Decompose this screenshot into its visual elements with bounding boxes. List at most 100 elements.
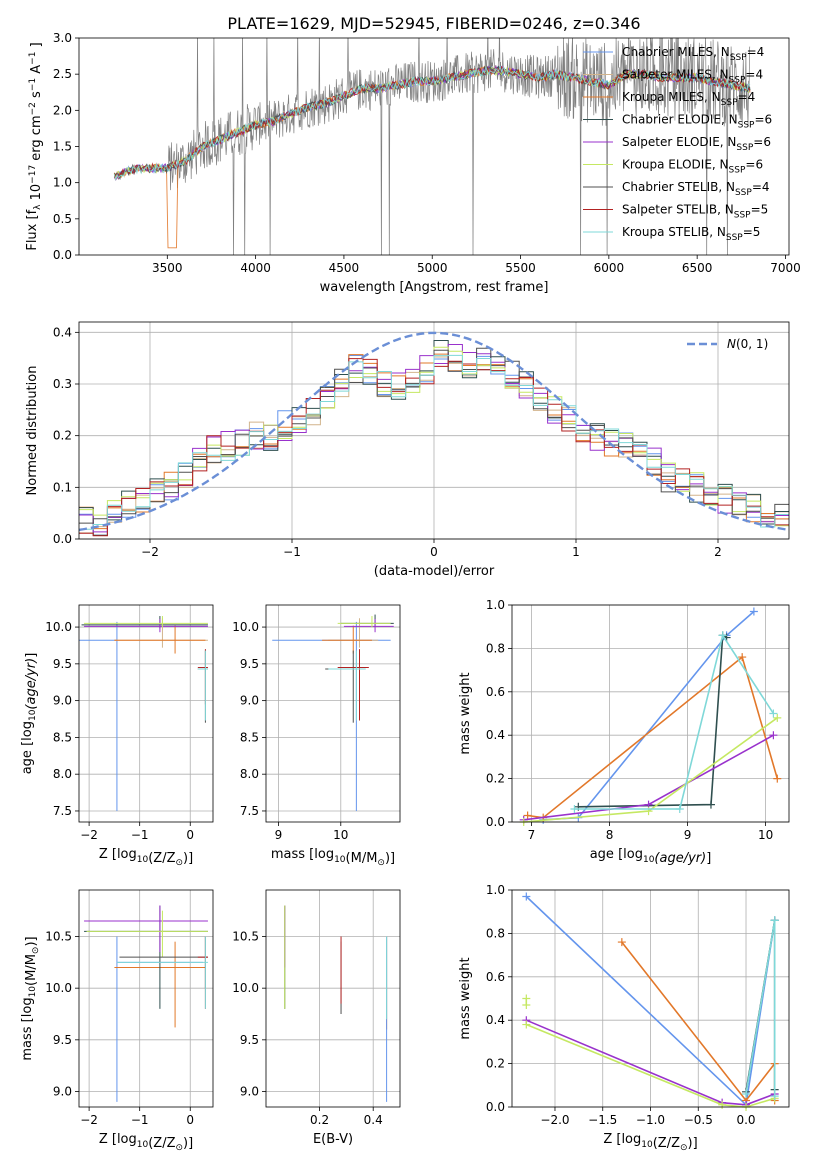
x-axis-label: Z [log10(Z/Z⊙)] [99,1132,193,1153]
legend-label: Kroupa STELIB, NSSP=5 [622,225,760,243]
axes-frame [78,321,790,540]
axes-frame [265,604,401,823]
x-axis-label: (data-model)/error [374,564,495,579]
panel-residual_histogram: −2 −1 0 1 2 0.0 0.1 0.2 0.3 0.4 (data-model)/error… [25,321,790,579]
legend-label: N(0, 1) [727,337,768,351]
axes-frame [78,37,790,256]
mass-weight-marker [522,892,531,901]
x-tick-label: 9 [684,828,692,842]
x-tick-label: 4500 [329,261,360,275]
y-tick-label: 10.0 [232,620,259,634]
panel-mass_weight_vs_Z: −2.0 −1.5 −1.0 −0.5 0.0 0.0 0.2 0.4 0.6 0.8 1.0 Z [… [458,883,790,1153]
y-tick-label: 0.4 [53,325,72,339]
y-tick-label: 9.0 [240,694,259,708]
y-tick-label: 0.6 [486,970,505,984]
y-tick-label: 8.5 [53,730,72,744]
mass-weight-marker [769,709,778,718]
y-tick-label: 0.4 [486,728,505,742]
axes-frame [78,604,214,823]
axes-frame [265,889,401,1108]
mass-weight-marker [770,916,779,925]
x-tick-label: 7 [528,828,536,842]
panel-mass_vs_EBV: 0.2 0.4 9.0 9.5 10.0 10.5 E(B-V) [232,889,401,1147]
y-tick-label: 10.0 [45,620,72,634]
axes-frame [511,889,790,1108]
spectrum-lines [113,38,751,255]
y-axis-label: age [log10(age/yr)] [20,653,39,775]
model-spectrum [113,65,751,180]
x-tick-label: 7000 [770,261,801,275]
panel-age_vs_mass: 9 10 7.5 8.0 8.5 9.0 9.5 10.0 mass [log10(M/M⊙)] [232,604,401,868]
x-tick-label: 10 [333,828,348,842]
y-tick-label: 0.8 [486,926,505,940]
x-tick-label: 3500 [152,261,183,275]
y-tick-label: 9.5 [240,1033,259,1047]
y-tick-label: 0.0 [53,532,72,546]
model-spectrum [113,65,751,181]
y-axis-label: mass weight [458,957,473,1039]
mass-weight-marker [570,804,579,813]
y-tick-label: 0.3 [53,377,72,391]
y-tick-label: 1.5 [53,140,72,154]
x-tick-label: −2 [141,545,159,559]
y-tick-label: 0.2 [53,429,72,443]
x-tick-label: 6000 [594,261,625,275]
x-tick-label: 0.2 [310,1113,329,1127]
mass-weight-marker [773,774,782,783]
y-tick-label: 0.0 [486,1100,505,1114]
x-tick-label: 5500 [505,261,536,275]
mass-weight-line [525,1019,775,1106]
y-tick-label: 10.5 [232,930,259,944]
figure-title: PLATE=1629, MJD=52945, FIBERID=0246, z=0… [227,14,640,33]
y-tick-label: 10.5 [45,930,72,944]
mass-weight-line [578,634,727,808]
axes-frame [78,889,214,1108]
x-tick-label: −1.5 [588,1113,617,1127]
legend-label: Salpeter STELIB, NSSP=5 [622,203,768,221]
y-tick-label: 2.0 [53,103,72,117]
x-tick-label: 0 [186,828,194,842]
mass-weight-marker [522,994,531,1003]
x-tick-label: 5000 [417,261,448,275]
observed-spectrum [114,38,751,255]
y-tick-label: 1.0 [53,176,72,190]
mass-weight-line [527,655,779,819]
y-tick-label: 9.0 [240,1085,259,1099]
x-tick-label: 6500 [682,261,713,275]
y-tick-label: 9.0 [53,694,72,708]
x-axis-label: mass [log10(M/M⊙)] [271,847,395,868]
histogram-step [79,354,789,530]
y-tick-label: 8.5 [240,730,259,744]
y-tick-label: 0.2 [486,772,505,786]
y-axis-label: Normed distribution [25,366,40,496]
panel-mass_vs_Z: −2 −1 0 9.0 9.5 10.0 10.5 Z [log10(Z/Z⊙)] mass [… [20,889,214,1153]
y-tick-label: 2.5 [53,67,72,81]
y-tick-label: 10.0 [45,981,72,995]
mass-weight-marker [523,811,532,820]
mass-weight-marker [769,731,778,740]
y-tick-label: 8.0 [240,767,259,781]
x-tick-label: 9 [275,828,283,842]
axes-frame [511,604,790,823]
y-tick-label: 1.0 [486,883,505,897]
x-tick-label: −1 [283,545,301,559]
y-tick-label: 0.4 [486,1013,505,1027]
panel-spectrum: 3500 4000 4500 5000 5500 6000 6500 7000 0.0 0.5 1.… [25,31,801,295]
mass-weight-marker [773,713,782,722]
legend-label: Kroupa MILES, NSSP=4 [622,90,755,108]
x-axis-label: Z [log10(Z/Z⊙)] [603,1132,697,1153]
x-tick-label: 2 [714,545,722,559]
mass-weight-marker [522,1020,531,1029]
x-tick-label: 0.4 [364,1113,383,1127]
y-tick-label: 0.8 [486,641,505,655]
mass-weight-marker [718,1100,727,1109]
y-tick-label: 0.0 [53,248,72,262]
panel-mass_weight_vs_age: 7 8 9 10 0.0 0.2 0.4 0.6 0.8 1.0 age [log10(age/yr… [458,598,790,866]
x-tick-label: −1 [131,828,149,842]
x-axis-label: Z [log10(Z/Z⊙)] [99,847,193,868]
mass-weight-marker [706,800,715,809]
y-tick-label: 0.1 [53,480,72,494]
y-axis-label: Flux [fλ 10−17 erg cm−2 s−1 A−1 ] [25,42,44,250]
y-tick-label: 10.0 [232,981,259,995]
